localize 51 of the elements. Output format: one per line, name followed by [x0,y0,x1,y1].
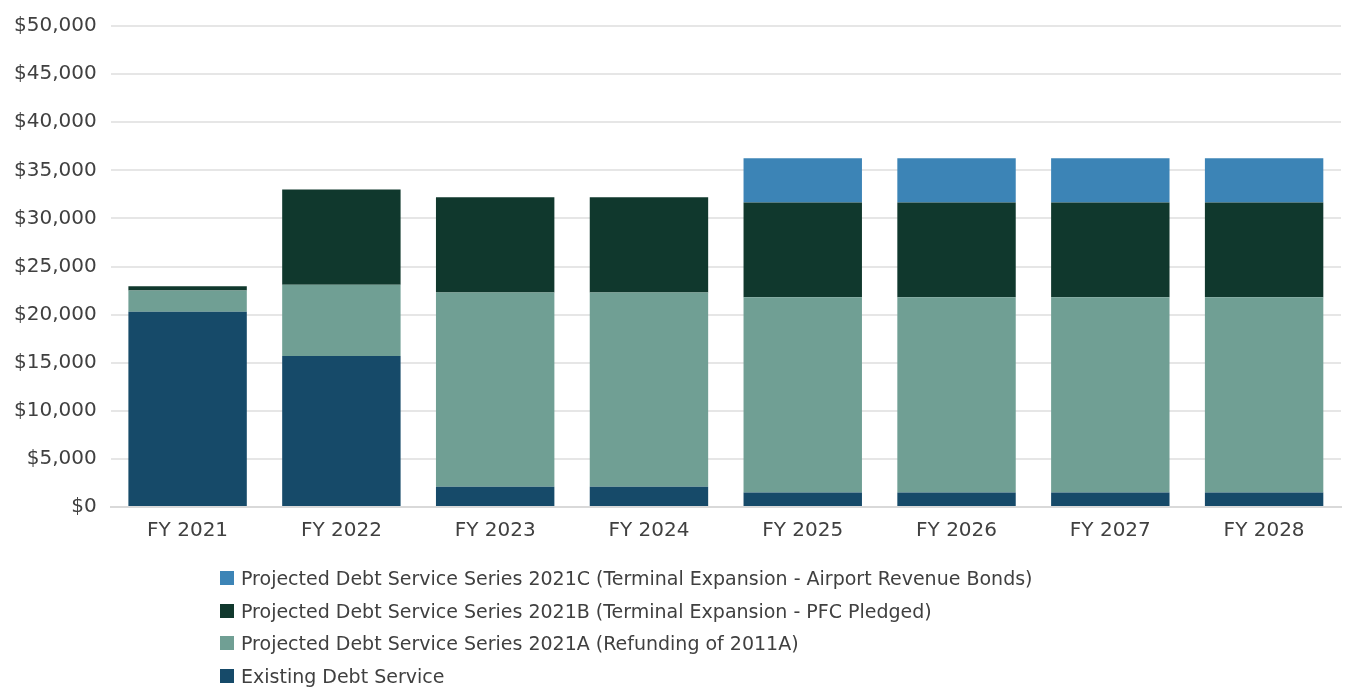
bar [589,486,709,506]
bar [282,189,401,285]
legend-label: Projected Debt Service Series 2021C (Terminal Expansion - Airport Revenue Bonds) [241,566,1033,591]
bar [1204,297,1324,493]
bar [435,486,555,506]
y-tick-label: $35,000 [13,156,97,181]
bar [1051,158,1170,203]
bar [897,202,1016,298]
y-tick-label: $5,000 [26,445,97,470]
legend-label: Existing Debt Service [241,663,445,689]
x-tick-label: FY 2021 [147,517,229,542]
x-tick-label: FY 2023 [454,517,536,542]
y-tick-label: $45,000 [13,60,97,85]
bar [589,292,709,487]
y-tick-label: $10,000 [13,397,97,421]
bar [743,297,862,493]
bar [282,284,401,356]
y-tick-label: $30,000 [13,204,97,229]
y-tick-label: $25,000 [13,252,97,277]
x-tick-label: FY 2027 [1069,517,1151,542]
bar [128,286,247,291]
x-tick-label: FY 2024 [608,517,690,542]
bar [1204,158,1324,203]
bar [897,297,1016,493]
y-tick-label: $40,000 [13,108,97,133]
bar [282,355,401,506]
bar [897,158,1016,203]
x-tick-label: FY 2025 [762,517,844,542]
bar [1204,202,1324,298]
y-tick-label: $50,000 [13,12,97,37]
y-tick-label: $20,000 [13,300,97,325]
x-tick-label: FY 2028 [1223,517,1305,542]
bar [1051,297,1170,493]
bar [128,311,247,506]
y-tick-label: $15,000 [13,348,97,373]
bar [743,492,862,506]
bar [128,290,247,312]
bar [1051,492,1170,506]
bar [435,197,555,293]
bar [897,492,1016,506]
bar [743,158,862,203]
legend-label: Projected Debt Service Series 2021B (Terminal Expansion - PFC Pledged) [241,598,932,624]
bar [743,202,862,298]
legend-label: Projected Debt Service Series 2021A (Refunding of 2011A) [241,631,799,656]
y-tick-label: $0 [71,493,97,518]
bar [435,292,555,487]
bar [589,197,709,293]
bar [1204,492,1324,506]
x-tick-label: FY 2022 [300,517,382,542]
bar [1051,202,1170,298]
x-tick-label: FY 2026 [916,517,998,542]
